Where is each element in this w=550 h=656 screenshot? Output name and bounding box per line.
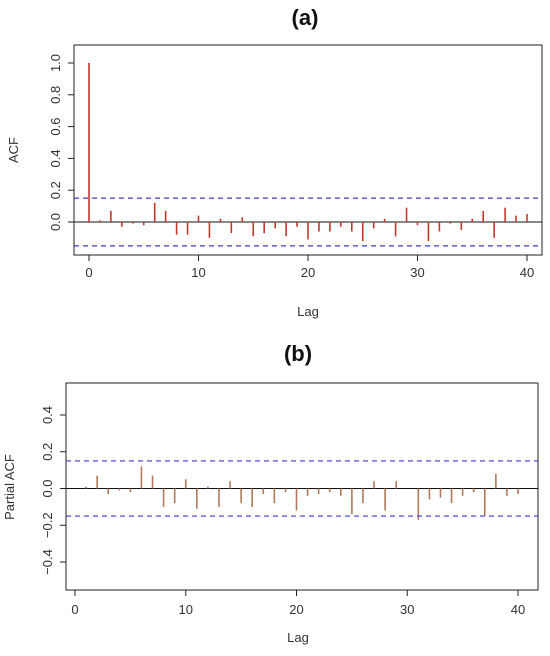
y-tick-label-0: 0.0: [48, 213, 63, 231]
y-tick-label-5: 1.0: [48, 54, 63, 72]
panel-b-label: (b): [284, 341, 312, 366]
acf-x-axis: 0 10 20 30 40: [85, 255, 534, 280]
y-tick-label-1: −0.2: [40, 512, 55, 538]
y-tick-label-2: 0.0: [40, 479, 55, 497]
pacf-confidence-bands: [66, 460, 538, 517]
x-tick-label-40: 40: [520, 265, 534, 280]
pacf-y-axis-title: Partial ACF: [2, 454, 17, 520]
x-tick-label-0: 0: [85, 265, 92, 280]
x-tick-label-20: 20: [301, 265, 315, 280]
y-tick-label-1: 0.2: [48, 181, 63, 199]
pacf-x-axis-title: Lag: [287, 630, 309, 645]
acf-panel: (a) 0 10 20 30 40 0.0 0.2 0.4 0.6 0.8 1.0 Lag ACF: [6, 5, 543, 319]
x-tick-label-20: 20: [289, 602, 303, 617]
panel-a-label: (a): [292, 5, 319, 30]
y-tick-label-2: 0.4: [48, 149, 63, 167]
pacf-y-axis: −0.4 −0.2 0.0 0.2 0.4: [40, 406, 66, 575]
pacf-x-axis: 0 10 20 30 40: [71, 590, 525, 617]
acf-y-axis-title: ACF: [6, 137, 21, 163]
y-tick-label-4: 0.8: [48, 86, 63, 104]
x-tick-label-30: 30: [410, 265, 424, 280]
y-tick-label-0: −0.4: [40, 549, 55, 575]
acf-bars: [74, 63, 542, 242]
y-tick-label-4: 0.4: [40, 406, 55, 424]
x-tick-label-10: 10: [191, 265, 205, 280]
acf-confidence-bands: [74, 197, 542, 247]
pacf-bars: [66, 466, 538, 520]
x-tick-label-40: 40: [511, 602, 525, 617]
x-tick-label-10: 10: [179, 602, 193, 617]
acf-x-axis-title: Lag: [297, 304, 319, 319]
y-tick-label-3: 0.6: [48, 118, 63, 136]
y-tick-label-3: 0.2: [40, 443, 55, 461]
pacf-panel: (b) 0 10 20 30 40 −0.4 −0.2 0.0 0.2 0.4 Lag Part…: [2, 341, 539, 645]
acf-y-axis: 0.0 0.2 0.4 0.6 0.8 1.0: [48, 54, 74, 231]
x-tick-label-0: 0: [71, 602, 78, 617]
x-tick-label-30: 30: [400, 602, 414, 617]
pacf-plot-frame: [65, 382, 539, 591]
